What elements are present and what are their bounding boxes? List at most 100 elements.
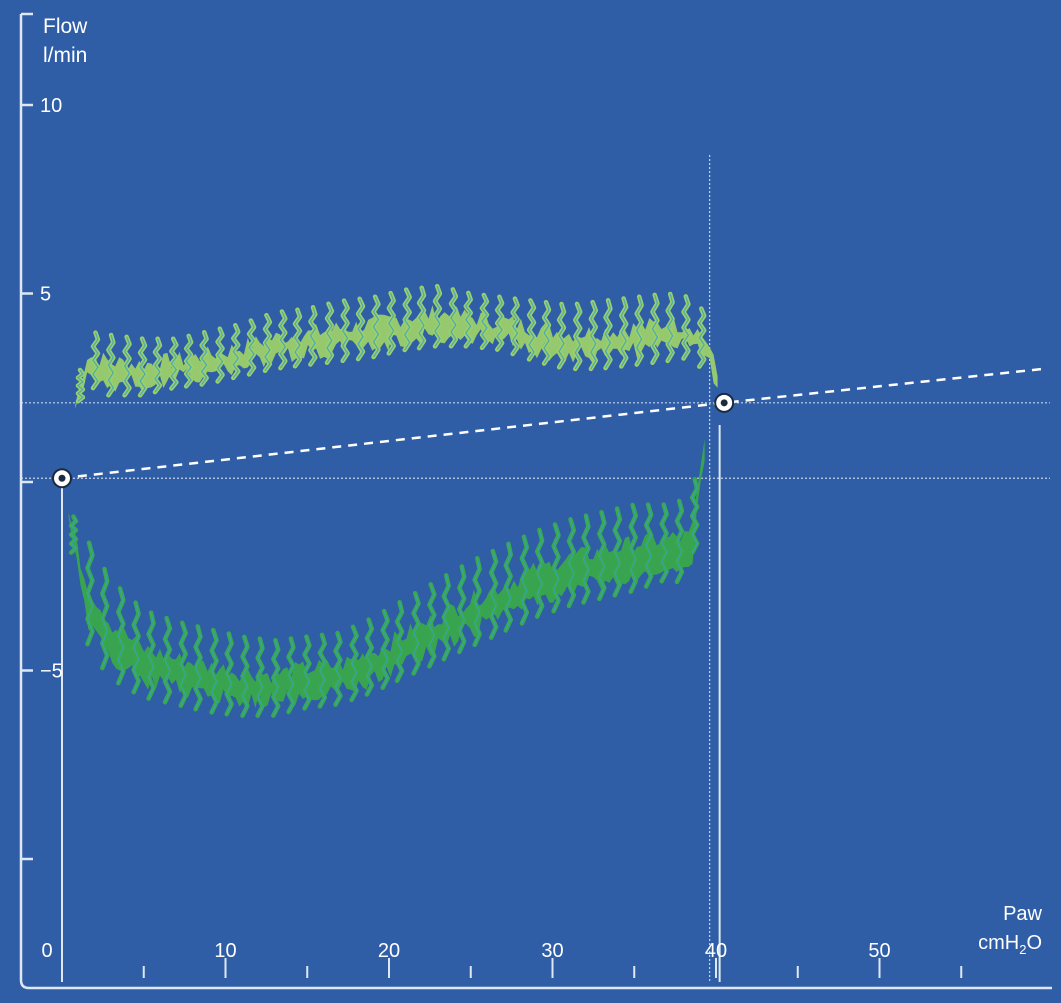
series-1-spike-edge xyxy=(241,636,249,716)
y-tick-label-5: 5 xyxy=(40,284,51,306)
series-1-spike-edge xyxy=(180,622,187,706)
series-1-spike-edge xyxy=(287,638,295,713)
series-0-spike-edge xyxy=(264,314,271,372)
series-1-spike-edge xyxy=(568,519,575,607)
series-0-spike-edge xyxy=(620,298,627,367)
series-1-spike-edge xyxy=(443,575,450,660)
series-0-spike-edge xyxy=(326,303,333,364)
series-0-spike-edge xyxy=(294,309,301,367)
series-0-spike-edge xyxy=(309,307,317,365)
series-0-spike-edge xyxy=(216,328,224,382)
ticks-layer: 0 10 20 30 40 50 10 5 −5 xyxy=(21,95,963,978)
series-0-spike-edge xyxy=(248,320,255,375)
series-0-spike-edge xyxy=(77,369,84,402)
series-0-spike-edge xyxy=(574,303,581,370)
series-1-spike-edge xyxy=(303,636,311,709)
series-0-spike-edge xyxy=(232,324,239,379)
x-axis-unit-base: cmH xyxy=(978,932,1019,954)
series-1-spike-edge xyxy=(226,633,233,715)
series-1-spike-edge xyxy=(630,504,637,592)
series-1-spike-edge xyxy=(552,524,560,612)
series-0-spike-edge xyxy=(154,338,161,393)
series-1-spike-edge xyxy=(661,504,668,582)
series-0-spike-edge xyxy=(636,296,643,365)
series-1-spike-edge xyxy=(458,566,465,653)
series-0-spike-edge xyxy=(418,287,425,349)
series-1-spike-edge xyxy=(521,536,528,624)
series-1-spike-edge xyxy=(70,516,77,554)
series-0-band xyxy=(75,305,718,409)
series-1-spike-edge xyxy=(582,515,590,603)
series-1-spike-edge xyxy=(117,588,124,684)
series-1-spike-edge xyxy=(147,612,155,699)
series-0-spike-edge xyxy=(123,336,131,396)
series-1-spike-edge xyxy=(382,610,389,689)
series-1-spike-edge xyxy=(133,602,140,693)
series-0-spike-edge xyxy=(698,308,705,367)
series-1-spike-edge xyxy=(366,619,373,695)
y-tick-label-10: 10 xyxy=(40,95,62,117)
series-1-spike-edge xyxy=(474,558,481,646)
series-0-spike-edge xyxy=(139,338,146,396)
y-axis-unit: l/min xyxy=(43,44,87,67)
series-1-spike-edge xyxy=(194,626,202,710)
series-1-spike-edge xyxy=(676,500,683,583)
series-1-spike-edge xyxy=(428,584,435,667)
series-1-spike-edge xyxy=(645,504,652,587)
series-1-spike-edge xyxy=(614,508,621,596)
cursor-marker-dot-0 xyxy=(58,474,66,482)
series-0-spike-edge xyxy=(682,296,690,359)
x-axis-unit: cmH2O xyxy=(978,932,1042,957)
dashed-trend-layer xyxy=(61,367,1044,480)
series-1-spike-edge xyxy=(691,479,698,553)
series-1-band xyxy=(68,438,705,709)
series-0-spike-edge xyxy=(372,296,380,358)
series-0-spike-edge xyxy=(450,289,457,347)
series-0-spike-edge xyxy=(590,301,597,370)
series-0-spike-edge xyxy=(481,294,488,349)
series-1-spike-edge xyxy=(505,543,512,631)
x-tick-label-50: 50 xyxy=(868,940,890,962)
series-1-spike-edge xyxy=(86,542,94,645)
series-1-spike-edge xyxy=(598,512,605,600)
x-axis-spine xyxy=(19,979,1052,990)
series-1 xyxy=(68,438,705,718)
y-tick-label--5: −5 xyxy=(40,661,63,683)
series-0-spike-edge xyxy=(341,300,349,362)
series-0-spike-edge xyxy=(528,300,535,360)
series-0-spike-edge xyxy=(604,300,612,369)
x-tick-label-30: 30 xyxy=(541,940,563,962)
x-tick-label-0: 0 xyxy=(41,940,52,962)
series-0-spike-edge xyxy=(403,289,411,351)
dashed-trend-line xyxy=(61,367,1044,480)
series-0-spike-edge xyxy=(185,335,192,387)
series-1-spike-edge xyxy=(319,634,326,707)
series-layer xyxy=(68,283,718,718)
series-0 xyxy=(75,283,718,409)
series-0-spike-edge xyxy=(434,285,441,347)
series-0-spike-edge xyxy=(388,292,395,354)
reference-lines xyxy=(21,155,1050,982)
x-tick-label-10: 10 xyxy=(214,940,236,962)
series-0-spike-edge xyxy=(558,303,565,368)
series-0-spike-edge xyxy=(667,293,674,362)
y-axis-label: Flow xyxy=(43,15,88,38)
x-tick-label-20: 20 xyxy=(378,940,400,962)
markers-layer xyxy=(52,392,735,489)
series-1-spike-edge xyxy=(272,640,279,716)
x-tick-label-40: 40 xyxy=(705,940,727,962)
x-axis-unit-sub: 2 xyxy=(1019,942,1026,957)
series-0-spike-edge xyxy=(170,338,178,389)
series-0-spike-edge xyxy=(651,294,659,364)
series-1-spike-edge xyxy=(334,632,342,705)
series-1-spike-edge xyxy=(211,629,218,713)
series-0-spike-edge xyxy=(496,296,503,350)
series-1-spike-edge xyxy=(396,602,403,681)
series-0-spike-edge xyxy=(107,334,115,396)
series-1-spike-edge xyxy=(256,638,264,716)
cursor-marker-dot-1 xyxy=(720,399,728,407)
x-axis-label: Paw xyxy=(1003,903,1042,925)
series-1-spike-edge xyxy=(490,550,497,638)
